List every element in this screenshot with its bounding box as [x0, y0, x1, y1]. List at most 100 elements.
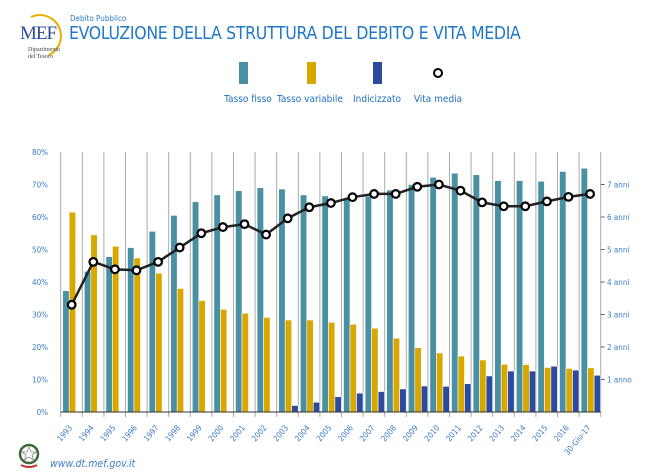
- x-axis-label: 1998: [164, 423, 183, 443]
- bar-indicizzato: [334, 396, 342, 413]
- x-axis-label: 2010: [423, 423, 442, 443]
- logo-department: Dipartimento del Tesoro: [28, 47, 60, 60]
- subtitle: Debito Pubblico: [70, 14, 127, 23]
- left-axis-tick: 10%: [32, 376, 48, 385]
- vita-media-point: [585, 189, 595, 199]
- vita-media-point: [282, 213, 293, 224]
- right-axis-tick: 5 anni: [607, 246, 629, 255]
- vita-media-point: [434, 179, 444, 190]
- vita-media-point: [520, 201, 531, 212]
- bar-tasso-fisso: [84, 270, 92, 413]
- bar-tasso-fisso: [494, 180, 502, 413]
- bar-tasso-fisso: [451, 172, 459, 413]
- x-axis-label: 1994: [77, 423, 96, 443]
- vita-media-point: [88, 256, 99, 267]
- footer-url[interactable]: www.dt.mef.gov.it: [50, 458, 136, 470]
- bar-tasso-variabile: [392, 337, 401, 413]
- bar-tasso-fisso: [472, 174, 480, 413]
- mef-logo: MEF: [8, 7, 69, 65]
- vita-media-point: [153, 256, 164, 267]
- left-axis-tick: 80%: [32, 148, 48, 157]
- x-axis-label: 2014: [509, 423, 528, 443]
- x-axis-label: 2006: [336, 423, 355, 443]
- vita-media-point: [369, 189, 380, 199]
- right-axis-tick: 1 anno: [607, 376, 632, 385]
- bar-tasso-variabile: [522, 364, 530, 413]
- x-axis-label: 2000: [207, 423, 226, 443]
- italian-emblem-icon: [18, 443, 40, 468]
- left-axis-tick: 70%: [32, 181, 48, 190]
- left-axis-tick: 60%: [32, 213, 48, 222]
- x-axis-label: 2007: [358, 424, 377, 444]
- bar-indicizzato: [377, 391, 385, 413]
- bar-tasso-variabile: [220, 308, 228, 413]
- vita-media-point: [563, 191, 574, 202]
- bar-tasso-fisso: [537, 180, 545, 413]
- bar-indicizzato: [291, 405, 299, 413]
- bar-indicizzato: [312, 401, 321, 413]
- page-title: EVOLUZIONE DELLA STRUTTURA DEL DEBITO E …: [69, 24, 521, 44]
- bar-indicizzato: [399, 388, 407, 413]
- bar-tasso-fisso: [299, 194, 308, 413]
- bar-indicizzato: [593, 374, 601, 413]
- vita-media-point: [109, 264, 120, 275]
- bar-tasso-variabile: [68, 211, 76, 413]
- bar-tasso-variabile: [328, 321, 336, 413]
- legend-swatch-fisso: [239, 62, 248, 84]
- bar-indicizzato: [485, 375, 493, 413]
- x-axis-label: 1997: [142, 424, 161, 444]
- bar-indicizzato: [572, 369, 580, 413]
- bar-tasso-variabile: [565, 368, 573, 413]
- bar-tasso-fisso: [256, 187, 264, 413]
- vita-media-point: [412, 181, 423, 192]
- bar-tasso-variabile: [587, 367, 595, 413]
- bar-tasso-variabile: [436, 352, 444, 413]
- legend-marker-vita: [433, 68, 443, 78]
- vita-media-point: [66, 299, 77, 310]
- x-axis-label: 2016: [552, 423, 571, 443]
- bar-tasso-fisso: [407, 184, 416, 413]
- right-axis-tick: 4 anni: [607, 278, 629, 287]
- x-axis-label: 1999: [185, 423, 204, 443]
- bar-tasso-variabile: [457, 355, 465, 413]
- bar-tasso-variabile: [544, 367, 552, 413]
- legend-swatch-indicizzato: [373, 62, 382, 84]
- x-axis-label: 2001: [228, 424, 247, 444]
- bar-tasso-variabile: [500, 363, 509, 413]
- vita-media-point: [477, 197, 488, 208]
- left-axis-tick: 20%: [32, 343, 48, 352]
- bar-indicizzato: [464, 383, 472, 413]
- vita-media-point: [347, 192, 358, 203]
- bar-tasso-variabile: [155, 272, 163, 413]
- left-axis-tick: 30%: [32, 311, 48, 320]
- x-axis-label: 2005: [315, 424, 334, 444]
- bar-indicizzato: [356, 392, 364, 413]
- bar-indicizzato: [507, 370, 515, 413]
- legend-label-vita: Vita media: [413, 94, 463, 105]
- vita-media-point: [217, 222, 228, 232]
- legend-label-indicizzato: Indicizzato: [353, 94, 401, 105]
- x-axis-label: 2011: [444, 424, 463, 444]
- bar-tasso-fisso: [343, 198, 351, 413]
- vita-media-point: [239, 219, 250, 230]
- bar-tasso-fisso: [321, 195, 329, 413]
- bar-tasso-variabile: [241, 312, 249, 413]
- left-axis-tick: 50%: [32, 246, 48, 255]
- bar-tasso-variabile: [133, 257, 141, 413]
- bar-tasso-variabile: [263, 317, 271, 413]
- vita-media-point: [542, 196, 552, 207]
- bar-tasso-variabile: [176, 288, 184, 413]
- bar-indicizzato: [550, 365, 558, 413]
- bar-tasso-variabile: [198, 300, 206, 413]
- vita-media-point: [326, 198, 336, 208]
- bar-indicizzato: [528, 370, 537, 413]
- bar-tasso-fisso: [386, 189, 394, 413]
- right-axis-tick: 7 anni: [607, 181, 629, 190]
- bar-indicizzato: [442, 386, 450, 413]
- x-axis-label: 1993: [56, 424, 75, 444]
- right-axis-tick: 6 anni: [607, 213, 629, 222]
- bar-tasso-variabile: [349, 323, 357, 413]
- x-axis-label: 2012: [466, 424, 485, 444]
- vita-media-point: [261, 229, 272, 240]
